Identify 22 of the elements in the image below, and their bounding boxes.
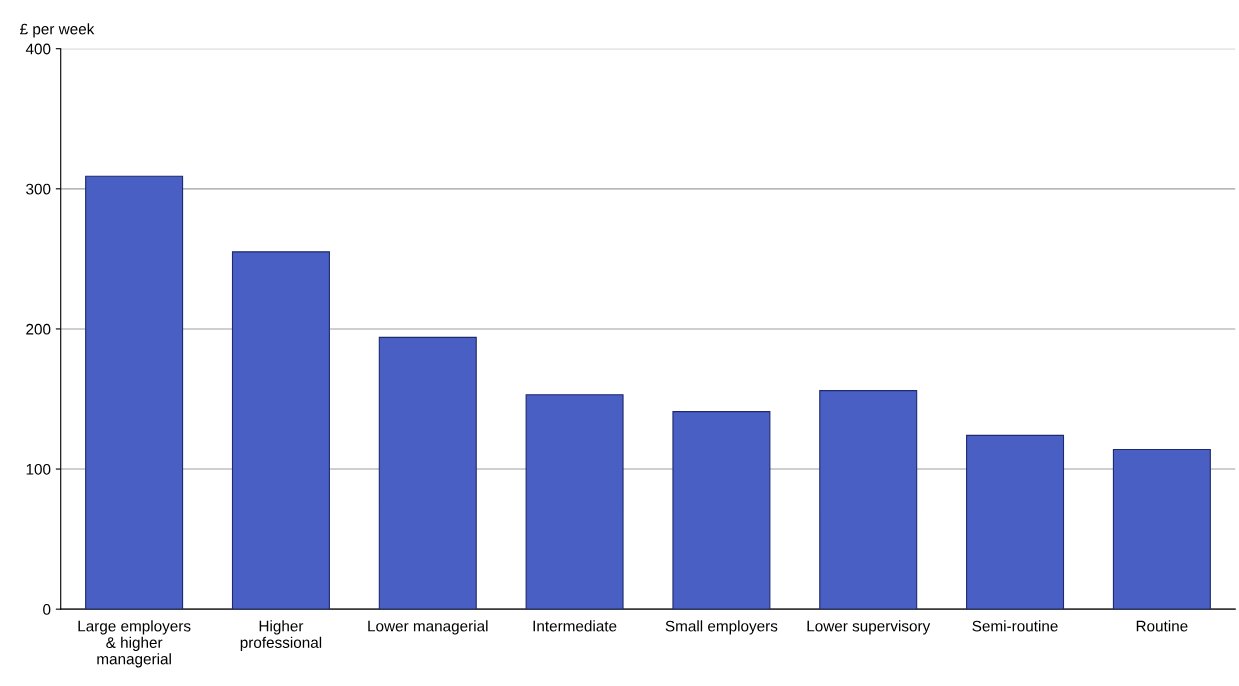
- x-tick-label: Intermediate: [533, 620, 617, 632]
- y-tick-label: 0: [43, 604, 51, 615]
- x-tick-label: Routine: [1136, 620, 1188, 632]
- bar: [525, 394, 624, 610]
- bar: [672, 411, 771, 610]
- bar: [231, 251, 330, 610]
- bar: [966, 434, 1065, 610]
- bar: [1112, 448, 1211, 610]
- bar: [819, 390, 918, 610]
- x-tick-label: Higher professional: [240, 620, 322, 651]
- y-tick-label: 300: [26, 183, 51, 195]
- y-axis-title: £ per week: [20, 23, 95, 38]
- x-tick-label: Semi-routine: [972, 620, 1058, 632]
- x-tick-label: Lower managerial: [368, 620, 488, 635]
- y-tick-label: 100: [26, 463, 51, 475]
- x-tick-label: Lower supervisory: [807, 620, 931, 635]
- y-tick-label: 400: [25, 43, 51, 55]
- bar: [378, 336, 477, 610]
- x-tick-label: Large employers & higher managerial: [78, 620, 191, 668]
- y-tick-label: 200: [26, 323, 51, 335]
- x-tick-label: Small employers: [665, 620, 778, 635]
- bar: [85, 175, 184, 610]
